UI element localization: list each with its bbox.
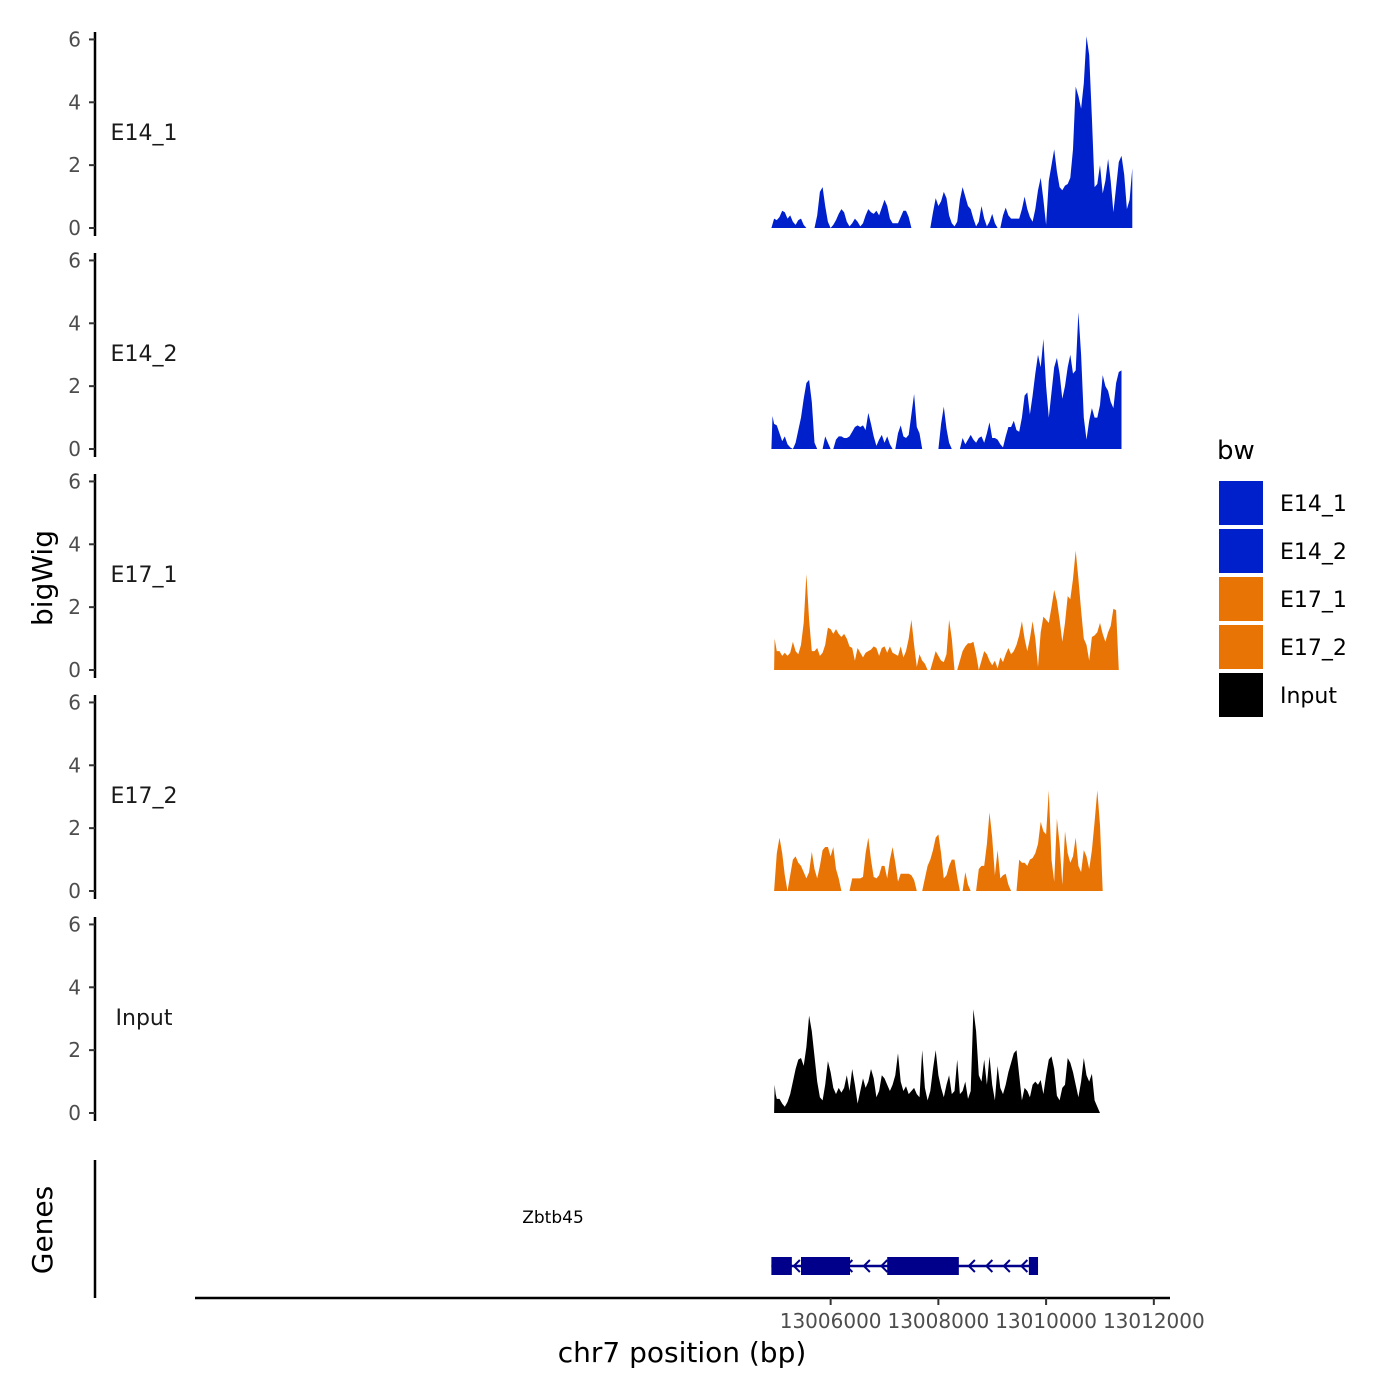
- legend-label: E14_1: [1280, 492, 1347, 517]
- legend: bw E14_1 E14_2 E17_1 E17_2 Input: [1217, 436, 1347, 717]
- gene-name-label: Zbtb45: [522, 1208, 584, 1228]
- legend-label: E17_2: [1280, 636, 1347, 661]
- y-tick-label: 0: [68, 879, 81, 903]
- y-tick-label: 6: [68, 912, 81, 936]
- x-tick-label: 13006000: [780, 1309, 882, 1333]
- panel-label: E14_1: [111, 121, 178, 146]
- signal-area-e14_2: [771, 312, 1122, 449]
- signal-area-e14_1: [771, 36, 1133, 228]
- x-axis-title: chr7 position (bp): [558, 1336, 807, 1369]
- y-tick-label: 0: [68, 437, 81, 461]
- y-tick-label: 0: [68, 658, 81, 682]
- panel-label: E17_2: [111, 784, 178, 809]
- panel-e17_2: 0 2 4 6 E17_2: [68, 690, 1106, 903]
- y-tick-label: 0: [68, 216, 81, 240]
- strand-arrow: [967, 1259, 976, 1273]
- legend-key-e14_1: [1219, 481, 1263, 525]
- y-tick-label: 4: [68, 311, 81, 335]
- legend-label: E17_1: [1280, 588, 1347, 613]
- x-tick-label: 13010000: [995, 1309, 1097, 1333]
- gene-exon: [887, 1257, 959, 1275]
- y-tick-label: 2: [68, 1038, 81, 1062]
- y-tick-label: 2: [68, 374, 81, 398]
- strand-arrow: [792, 1259, 801, 1273]
- y-tick-label: 4: [68, 753, 81, 777]
- gene-exon: [1028, 1257, 1039, 1275]
- legend-key-e17_2: [1219, 625, 1263, 669]
- y-tick-label: 4: [68, 532, 81, 556]
- panel-label: E17_1: [111, 563, 178, 588]
- y-tick-label: 2: [68, 595, 81, 619]
- strand-arrow: [984, 1259, 994, 1273]
- y-tick-label: 0: [68, 1101, 81, 1125]
- genes-axis-title: Genes: [26, 1186, 59, 1274]
- panel-e14_1: 0 2 4 6 E14_1: [68, 27, 1133, 240]
- genes-track: Zbtb45: [93, 1160, 1039, 1298]
- legend-key-e14_2: [1219, 529, 1263, 573]
- strand-arrow: [1002, 1259, 1011, 1273]
- y-tick-label: 6: [68, 248, 81, 272]
- y-tick-label: 4: [68, 90, 81, 114]
- strand-arrow: [879, 1259, 889, 1273]
- panel-e17_1: 0 2 4 6 E17_1: [68, 469, 1122, 682]
- signal-panels: 0 2 4 6 E14_1 0 2 4 6 E14_2 0 2 4 6 E17_1 0 2 4 6 E17_2 0 2 4 6…: [68, 27, 1133, 1125]
- panel-input: 0 2 4 6 Input: [68, 912, 1100, 1125]
- gene-exon: [801, 1257, 851, 1275]
- y-tick-label: 2: [68, 153, 81, 177]
- legend-title: bw: [1217, 436, 1255, 466]
- y-tick-label: 4: [68, 975, 81, 999]
- x-axis: 13006000 13008000 13010000 13012000: [195, 1296, 1205, 1333]
- gene-exon: [771, 1257, 792, 1275]
- y-tick-label: 6: [68, 690, 81, 714]
- x-tick-label: 13008000: [887, 1309, 989, 1333]
- y-tick-label: 2: [68, 816, 81, 840]
- strand-arrow: [1019, 1259, 1029, 1273]
- signal-area-e17_2: [774, 790, 1106, 891]
- panel-label: Input: [116, 1006, 173, 1031]
- strand-arrow: [862, 1259, 871, 1273]
- y-tick-label: 6: [68, 27, 81, 51]
- y-tick-label: 6: [68, 469, 81, 493]
- signal-area-e17_1: [774, 550, 1122, 670]
- signal-area-input: [774, 1009, 1100, 1113]
- panel-label: E14_2: [111, 342, 178, 367]
- legend-key-e17_1: [1219, 577, 1263, 621]
- panel-e14_2: 0 2 4 6 E14_2: [68, 248, 1122, 461]
- legend-label: Input: [1280, 684, 1337, 709]
- x-tick-label: 13012000: [1103, 1309, 1205, 1333]
- y-axis-title: bigWig: [26, 530, 59, 626]
- legend-key-input: [1219, 673, 1263, 717]
- legend-label: E14_2: [1280, 540, 1347, 565]
